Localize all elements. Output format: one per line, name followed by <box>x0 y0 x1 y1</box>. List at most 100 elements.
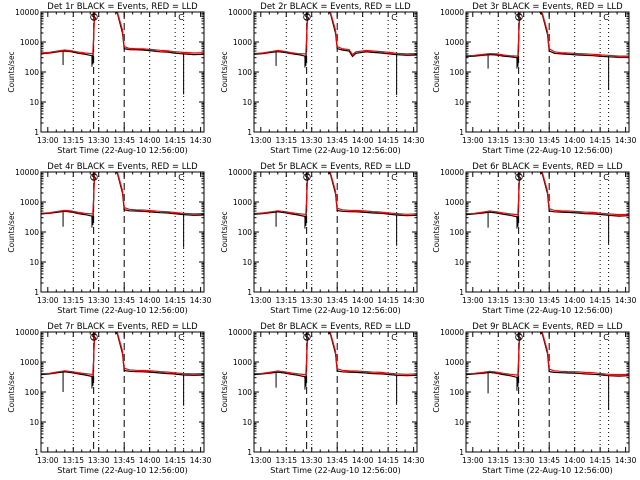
sun-marker-circle <box>515 333 523 341</box>
y-tick-label: 10 <box>242 418 252 427</box>
x-tick-label: 14:00 <box>564 456 586 465</box>
y-axis-label: Counts/sec <box>7 51 16 92</box>
y-tick-label: 10 <box>29 98 39 107</box>
x-tick-label: 13:30 <box>88 136 110 145</box>
y-tick-label: 100 <box>25 388 40 397</box>
y-tick-label: 10000 <box>228 328 252 337</box>
panel-det-6: 1 10 100 1000 10000 13:00 13:15 13:30 13:45 14:00… <box>432 162 637 315</box>
sun-marker-circle <box>90 333 98 341</box>
panel-title: Det 8r BLACK = Events, RED = LLD <box>260 322 411 332</box>
y-tick-label: 100 <box>238 68 253 77</box>
events-series-line <box>41 12 204 65</box>
sun-marker-circle <box>515 13 523 21</box>
y-tick-label: 1 <box>34 128 39 137</box>
x-tick-label: 14:00 <box>139 136 161 145</box>
y-axis-label: Counts/sec <box>7 211 16 252</box>
y-tick-label: 10 <box>29 258 39 267</box>
calibration-marker-label: C <box>391 173 397 182</box>
y-axis-label: Counts/sec <box>432 211 441 252</box>
x-tick-label: 13:45 <box>113 456 135 465</box>
plot-area <box>466 12 629 91</box>
plot-area <box>254 172 417 246</box>
lld-series-line <box>41 172 204 215</box>
y-axis-label: Counts/sec <box>432 371 441 412</box>
calibration-marker-label: C <box>603 333 609 342</box>
sun-marker-label: S <box>91 333 96 342</box>
sun-marker-circle <box>303 13 311 21</box>
x-tick-label: 14:15 <box>589 136 611 145</box>
calibration-marker-label: C <box>178 333 184 342</box>
x-tick-label: 14:30 <box>403 136 425 145</box>
y-tick-label: 1 <box>459 448 464 457</box>
x-tick-label: 14:00 <box>564 136 586 145</box>
sun-marker-label: S <box>516 13 521 22</box>
x-tick-label: 13:30 <box>301 456 323 465</box>
x-tick-label: 13:00 <box>462 136 484 145</box>
y-tick-label: 1000 <box>20 198 39 207</box>
sun-marker-circle <box>90 13 98 21</box>
y-tick-label: 10 <box>454 98 464 107</box>
x-tick-label: 13:15 <box>275 296 297 305</box>
panel-det-7: 1 10 100 1000 10000 13:00 13:15 13:30 13:45 14:00… <box>7 322 212 475</box>
y-axis-label: Counts/sec <box>220 371 229 412</box>
y-tick-label: 10 <box>242 258 252 267</box>
plot-area <box>254 332 417 404</box>
plot-area <box>254 12 417 96</box>
x-tick-label: 13:45 <box>326 296 348 305</box>
y-tick-label: 1000 <box>20 358 39 367</box>
x-tick-label: 13:00 <box>250 136 272 145</box>
panel-det-8: 1 10 100 1000 10000 13:00 13:15 13:30 13:45 14:00… <box>220 322 425 475</box>
y-tick-label: 100 <box>25 228 40 237</box>
y-tick-label: 10 <box>29 418 39 427</box>
x-tick-label: 14:00 <box>139 456 161 465</box>
y-tick-label: 10 <box>454 418 464 427</box>
x-axis-label: Start Time (22-Aug-10 12:56:00) <box>270 466 401 475</box>
y-tick-label: 1 <box>34 288 39 297</box>
y-tick-label: 1 <box>34 448 39 457</box>
y-tick-label: 1000 <box>233 38 252 47</box>
sun-marker-circle <box>303 333 311 341</box>
sun-marker-label: S <box>304 13 309 22</box>
x-tick-label: 13:15 <box>62 136 84 145</box>
lld-series-line <box>254 12 417 56</box>
panel-det-9: 1 10 100 1000 10000 13:00 13:15 13:30 13:45 14:00… <box>432 322 637 475</box>
lld-series-line <box>41 12 204 55</box>
x-tick-label: 14:00 <box>352 296 374 305</box>
calibration-marker-label: C <box>391 333 397 342</box>
x-tick-label: 14:30 <box>615 136 637 145</box>
x-tick-label: 13:45 <box>113 296 135 305</box>
y-tick-label: 10000 <box>15 168 39 177</box>
x-tick-label: 13:30 <box>301 136 323 145</box>
lld-series-line <box>254 172 417 215</box>
y-tick-label: 10000 <box>440 328 464 337</box>
plot-area <box>41 172 204 248</box>
y-axis-label: Counts/sec <box>7 371 16 412</box>
x-tick-label: 14:30 <box>403 296 425 305</box>
panel-title: Det 2r BLACK = Events, RED = LLD <box>260 2 411 12</box>
sun-marker-label: S <box>304 333 309 342</box>
x-tick-label: 13:15 <box>275 456 297 465</box>
x-tick-label: 13:15 <box>62 456 84 465</box>
panel-det-1: 1 10 100 1000 10000 13:00 13:15 13:30 13:45 14:00… <box>7 2 212 155</box>
x-axis-label: Start Time (22-Aug-10 12:56:00) <box>57 466 188 475</box>
x-tick-label: 14:15 <box>589 296 611 305</box>
x-tick-label: 13:00 <box>462 456 484 465</box>
x-tick-label: 13:00 <box>37 456 59 465</box>
events-series-line <box>41 172 204 226</box>
y-tick-label: 100 <box>450 228 465 237</box>
calibration-marker-label: C <box>603 13 609 22</box>
y-tick-label: 10000 <box>15 8 39 17</box>
x-axis-label: Start Time (22-Aug-10 12:56:00) <box>57 146 188 155</box>
x-tick-label: 13:00 <box>462 296 484 305</box>
x-tick-label: 13:45 <box>326 456 348 465</box>
x-tick-label: 13:45 <box>113 136 135 145</box>
x-tick-label: 14:15 <box>589 456 611 465</box>
y-tick-label: 1000 <box>445 38 464 47</box>
sun-marker-label: S <box>91 173 96 182</box>
y-tick-label: 100 <box>238 388 253 397</box>
x-tick-label: 14:15 <box>164 136 186 145</box>
x-tick-label: 13:45 <box>326 136 348 145</box>
y-axis-label: Counts/sec <box>220 211 229 252</box>
panel-title: Det 1r BLACK = Events, RED = LLD <box>47 2 198 12</box>
